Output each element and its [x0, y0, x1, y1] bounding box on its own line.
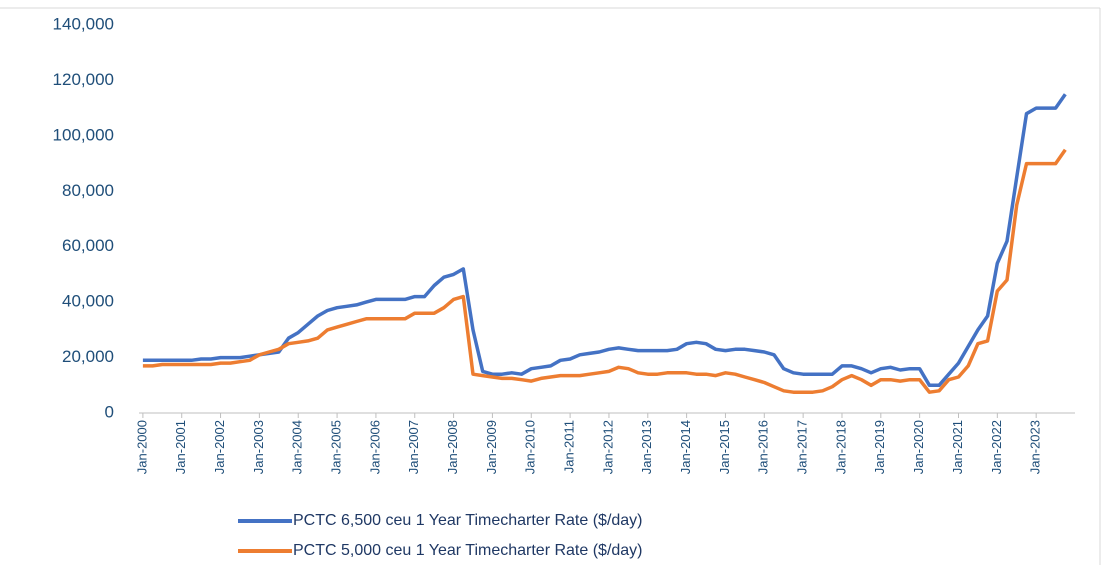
- x-tick-label: Jan-2021: [950, 420, 965, 474]
- x-tick-label: Jan-2002: [212, 420, 227, 474]
- y-tick-label: 100,000: [53, 125, 114, 144]
- x-tick-label: Jan-2003: [251, 420, 266, 474]
- x-tick-label: Jan-2017: [795, 420, 810, 474]
- series-line: [142, 93, 1067, 388]
- x-tick-label: Jan-2008: [445, 420, 460, 474]
- y-tick-label: 80,000: [62, 181, 114, 200]
- x-tick-label: Jan-2011: [562, 420, 577, 473]
- x-tick-label: Jan-2012: [600, 420, 615, 474]
- x-tick-label: Jan-2014: [678, 420, 693, 474]
- y-tick-label: 0: [105, 402, 114, 421]
- x-tick-label: Jan-2000: [134, 420, 149, 474]
- x-tick-label: Jan-2010: [523, 420, 538, 474]
- x-tick-label: Jan-2020: [911, 420, 926, 474]
- y-tick-label: 20,000: [62, 347, 114, 366]
- y-tick-label: 40,000: [62, 292, 114, 311]
- x-tick-label: Jan-2023: [1028, 420, 1043, 474]
- x-tick-label: Jan-2018: [833, 420, 848, 474]
- x-tick-label: Jan-2019: [872, 420, 887, 474]
- x-tick-label: Jan-2005: [329, 420, 344, 474]
- x-tick-label: Jan-2022: [989, 420, 1004, 474]
- x-tick-label: Jan-2009: [484, 420, 499, 474]
- x-tick-label: Jan-2013: [639, 420, 654, 474]
- legend-label: PCTC 5,000 ceu 1 Year Timecharter Rate (…: [293, 542, 643, 559]
- x-tick-label: Jan-2016: [756, 420, 771, 474]
- y-tick-label: 140,000: [53, 14, 114, 33]
- x-tick-label: Jan-2004: [290, 420, 305, 474]
- x-tick-label: Jan-2007: [406, 420, 421, 474]
- y-tick-label: 120,000: [53, 70, 114, 89]
- x-tick-label: Jan-2015: [717, 420, 732, 474]
- x-tick-label: Jan-2006: [367, 420, 382, 474]
- legend-label: PCTC 6,500 ceu 1 Year Timecharter Rate (…: [293, 512, 643, 529]
- x-tick-label: Jan-2001: [173, 420, 188, 474]
- series-line: [142, 148, 1067, 394]
- y-tick-label: 60,000: [62, 236, 114, 255]
